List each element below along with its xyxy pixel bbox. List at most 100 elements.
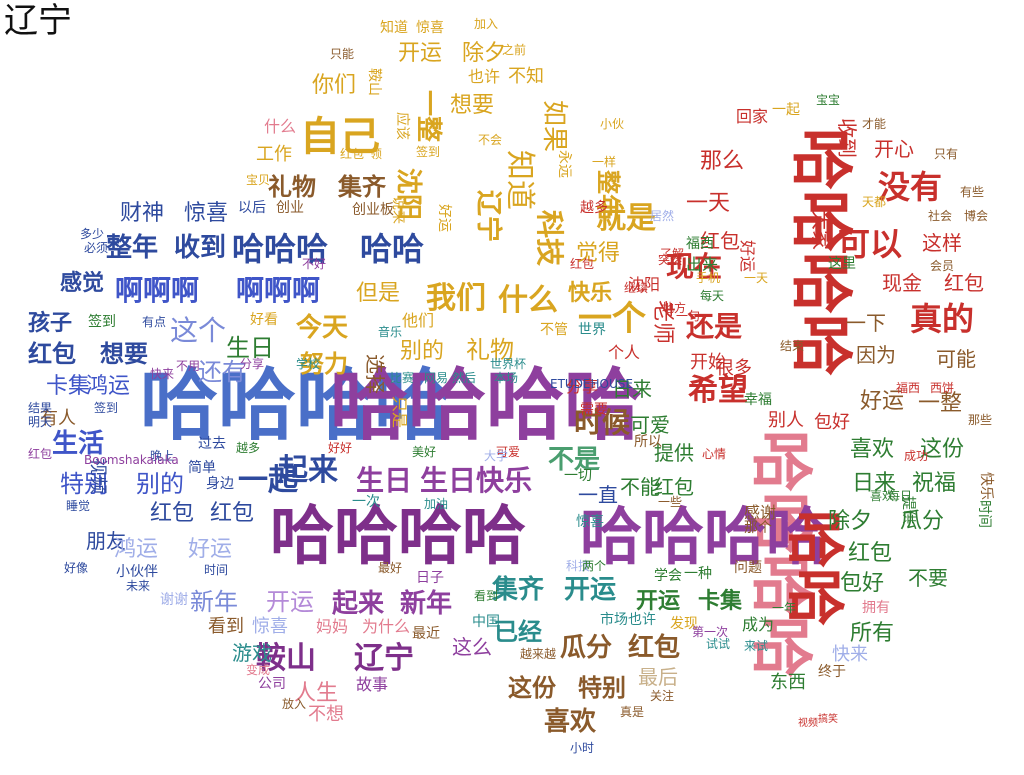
cloud-word: 可爱 <box>496 445 520 459</box>
cloud-word: 这么 <box>452 635 492 659</box>
cloud-word: 成为 <box>742 615 774 634</box>
cloud-word: 一起 <box>772 102 800 118</box>
cloud-word: 福西 <box>896 380 920 395</box>
cloud-word: 一整 <box>918 391 962 416</box>
cloud-word: 瓜分 <box>560 633 612 663</box>
cloud-word: 心情 <box>702 447 726 461</box>
cloud-word: 一天 <box>686 191 730 216</box>
cloud-word: 孩子 <box>28 310 72 336</box>
cloud-word: 生日 <box>356 464 412 497</box>
cloud-word: 分享 <box>566 377 598 396</box>
cloud-word: 所以 <box>634 434 662 450</box>
cloud-word: 红包 <box>150 501 194 526</box>
cloud-word: 这份 <box>920 437 964 462</box>
cloud-word: 试试 <box>706 636 730 651</box>
cloud-word: 网易 <box>424 371 448 385</box>
cloud-word: 一种 <box>684 566 712 582</box>
cloud-word: 辽宁 <box>354 641 414 676</box>
cloud-word: 老师 <box>650 300 675 344</box>
cloud-word: 你们 <box>312 73 356 98</box>
cloud-word: 哈哈哈哈 <box>580 500 828 573</box>
cloud-word: 好像 <box>64 561 88 575</box>
cloud-word: 时间 <box>976 500 992 528</box>
cloud-word: 那个 <box>744 520 772 536</box>
cloud-word: 创业板 <box>352 202 394 218</box>
cloud-word: ETUDEHOUSE <box>550 377 633 391</box>
cloud-word: 快乐 <box>978 472 994 500</box>
cloud-word: 也许 <box>628 612 656 628</box>
cloud-word: 才能 <box>862 117 886 131</box>
cloud-word: 惊喜 <box>576 514 604 530</box>
cloud-word: 最近 <box>412 626 440 642</box>
cloud-word: 现在 <box>666 250 722 283</box>
cloud-word: 一切 <box>564 468 592 484</box>
cloud-word: 拥有 <box>862 600 890 616</box>
cloud-word: 现金 <box>882 271 922 295</box>
cloud-word: 不想 <box>308 704 344 725</box>
cloud-word: 签到 <box>94 400 118 415</box>
cloud-word: 鸿运 <box>86 374 130 399</box>
cloud-word: 喜欢 <box>850 437 894 462</box>
cloud-title: 辽宁 <box>4 1 72 41</box>
cloud-word: 还有 <box>198 358 246 386</box>
cloud-word: 今天 <box>296 312 348 343</box>
cloud-word: 这样 <box>922 231 962 255</box>
cloud-word: 以后 <box>238 200 266 216</box>
cloud-word: 起来 <box>278 453 338 488</box>
cloud-word: 明天 <box>28 415 52 429</box>
cloud-word: 不知 <box>508 66 544 87</box>
cloud-word: 加入 <box>474 17 498 31</box>
cloud-word: 说来 <box>390 196 406 224</box>
cloud-word: 可爱 <box>630 413 670 437</box>
cloud-word: 了解 <box>660 247 684 261</box>
cloud-word: 不是 <box>548 445 600 475</box>
cloud-word: 啊啊啊 <box>115 274 199 307</box>
cloud-word: 好运 <box>738 240 757 272</box>
cloud-word: 签到 <box>88 313 116 330</box>
cloud-word: 集齐 <box>491 574 545 605</box>
cloud-word: 什么 <box>498 283 558 318</box>
cloud-word: 小伙伴 <box>116 564 158 580</box>
cloud-word: 一些 <box>658 495 682 509</box>
cloud-word: 看到 <box>474 589 498 603</box>
cloud-word: 本场 <box>494 371 518 385</box>
cloud-word: 最后 <box>638 665 678 689</box>
cloud-word: 生日快乐 <box>420 464 532 497</box>
cloud-word: 两个 <box>582 559 606 573</box>
cloud-word: 喜欢 <box>544 707 597 737</box>
cloud-word: 瓜分 <box>900 509 944 534</box>
cloud-word: 一个 <box>578 299 646 339</box>
cloud-word: 越多 <box>580 199 608 216</box>
cloud-word: 除夕 <box>462 41 506 66</box>
cloud-word: 知道 <box>380 19 408 36</box>
cloud-word: 喜欢 <box>870 488 894 503</box>
cloud-word: 居然 <box>650 208 674 223</box>
cloud-word: 科技 <box>566 559 590 573</box>
cloud-word: 手机 <box>696 271 720 285</box>
cloud-word: 一天 <box>744 271 768 285</box>
cloud-word: 哈哈哈哈 <box>745 430 818 678</box>
cloud-word: 一次 <box>352 494 380 510</box>
cloud-word: 会员 <box>930 259 954 273</box>
cloud-word: 包好 <box>814 412 850 433</box>
cloud-word: 幸福 <box>744 392 772 408</box>
cloud-word: 过去 <box>198 436 226 452</box>
cloud-word: 感谢 <box>744 503 776 522</box>
cloud-word: 鸿运 <box>114 537 158 562</box>
cloud-word: 开始 <box>690 352 726 373</box>
cloud-word: 好运 <box>436 204 452 232</box>
cloud-word: 但是 <box>356 281 400 306</box>
cloud-word: 就是 <box>596 201 656 236</box>
cloud-word: 努力 <box>300 350 348 378</box>
cloud-word: 收到 <box>835 118 859 158</box>
cloud-word: 好好 <box>328 441 352 455</box>
cloud-word: 红包 <box>848 541 892 566</box>
cloud-word: 妈妈 <box>316 617 348 636</box>
cloud-word: 每天 <box>700 288 724 303</box>
cloud-word: 突然 <box>658 252 682 267</box>
cloud-word: 朋友 <box>86 529 126 553</box>
cloud-word: 之前 <box>502 42 526 57</box>
cloud-word: 别人 <box>768 410 804 431</box>
cloud-word: 哈哈 <box>360 230 424 268</box>
